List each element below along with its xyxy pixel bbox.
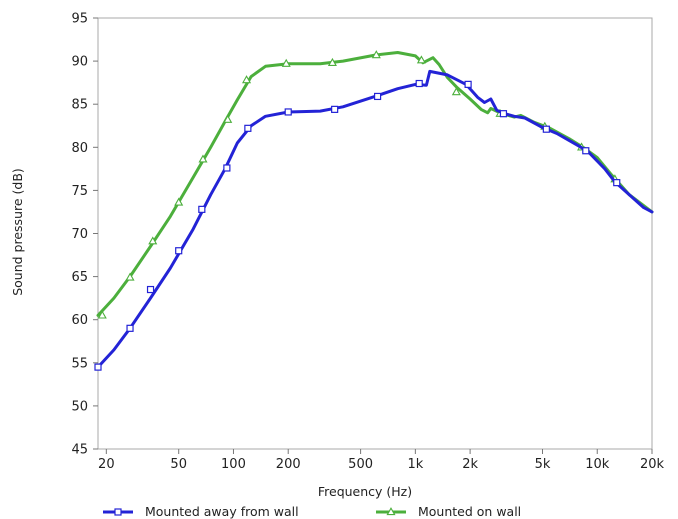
x-axis: 20 50 100 200 500 1k 2k 5k 10k 20k: [98, 449, 665, 472]
series-mounted-away-from-wall: [94, 69, 654, 371]
y-tick-label: 45: [71, 443, 88, 458]
y-tick-label: 65: [71, 270, 88, 285]
y-tick-label: 75: [71, 184, 88, 199]
data-point-square: [284, 108, 292, 116]
plot-frame: [97, 17, 653, 450]
x-tick-label: 1k: [407, 457, 423, 472]
data-point-square: [146, 285, 155, 294]
y-tick-label: 80: [71, 141, 88, 156]
data-point-square: [94, 363, 102, 371]
x-tick-label: 20k: [640, 457, 665, 472]
data-point-triangle: [327, 57, 337, 66]
legend-label: Mounted on wall: [418, 504, 521, 519]
x-tick-label: 500: [348, 457, 373, 472]
x-tick-label: 2k: [462, 457, 478, 472]
data-point-square: [373, 92, 382, 101]
x-tick-label: 10k: [585, 457, 610, 472]
data-point-triangle: [416, 55, 426, 64]
data-point-triangle: [451, 87, 461, 96]
x-tick-label: 100: [221, 457, 246, 472]
legend: Mounted away from wall Mounted on wall: [103, 504, 521, 519]
y-axis: 45 50 55 60 65 70 75 80 85 90 95: [71, 12, 98, 458]
legend-item: Mounted away from wall: [103, 504, 299, 519]
data-point-square: [613, 179, 621, 187]
data-point-triangle: [223, 114, 233, 123]
x-tick-label: 50: [170, 457, 187, 472]
data-point-triangle: [386, 507, 396, 516]
data-point-triangle: [198, 154, 208, 163]
data-point-triangle: [125, 272, 135, 281]
data-point-square: [126, 324, 134, 332]
data-point-square: [198, 205, 206, 213]
data-point-triangle: [148, 236, 158, 245]
data-point-square: [499, 110, 508, 118]
series-line: [96, 69, 654, 369]
data-point-square: [175, 247, 183, 255]
series-mounted-on-wall: [96, 50, 654, 319]
data-point-square: [415, 79, 423, 88]
y-tick-label: 95: [71, 12, 88, 27]
data-point-triangle: [371, 50, 381, 59]
y-tick-label: 55: [71, 356, 88, 371]
data-point-square: [331, 105, 339, 113]
x-tick-label: 5k: [535, 457, 551, 472]
series-layer: [94, 50, 654, 371]
x-tick-label: 20: [98, 457, 115, 472]
data-point-square: [542, 125, 550, 133]
x-axis-title: Frequency (Hz): [318, 484, 412, 499]
series-line: [96, 51, 654, 317]
data-point-square: [114, 508, 122, 516]
y-tick-label: 90: [71, 55, 88, 70]
y-tick-label: 50: [71, 399, 88, 414]
data-point-triangle: [97, 310, 107, 319]
plot-area: [97, 17, 653, 450]
data-point-triangle: [281, 58, 291, 67]
legend-item: Mounted on wall: [376, 504, 521, 519]
data-point-triangle: [174, 197, 184, 206]
x-tick-label: 200: [276, 457, 301, 472]
y-tick-label: 85: [71, 98, 88, 113]
legend-label: Mounted away from wall: [145, 504, 299, 519]
data-point-square: [464, 80, 472, 88]
y-tick-label: 70: [71, 227, 88, 242]
data-point-square: [223, 164, 231, 172]
data-point-square: [582, 147, 590, 155]
data-point-square: [244, 124, 252, 132]
y-tick-label: 60: [71, 313, 88, 328]
y-axis-title: Sound pressure (dB): [10, 168, 25, 296]
data-point-triangle: [241, 75, 252, 84]
